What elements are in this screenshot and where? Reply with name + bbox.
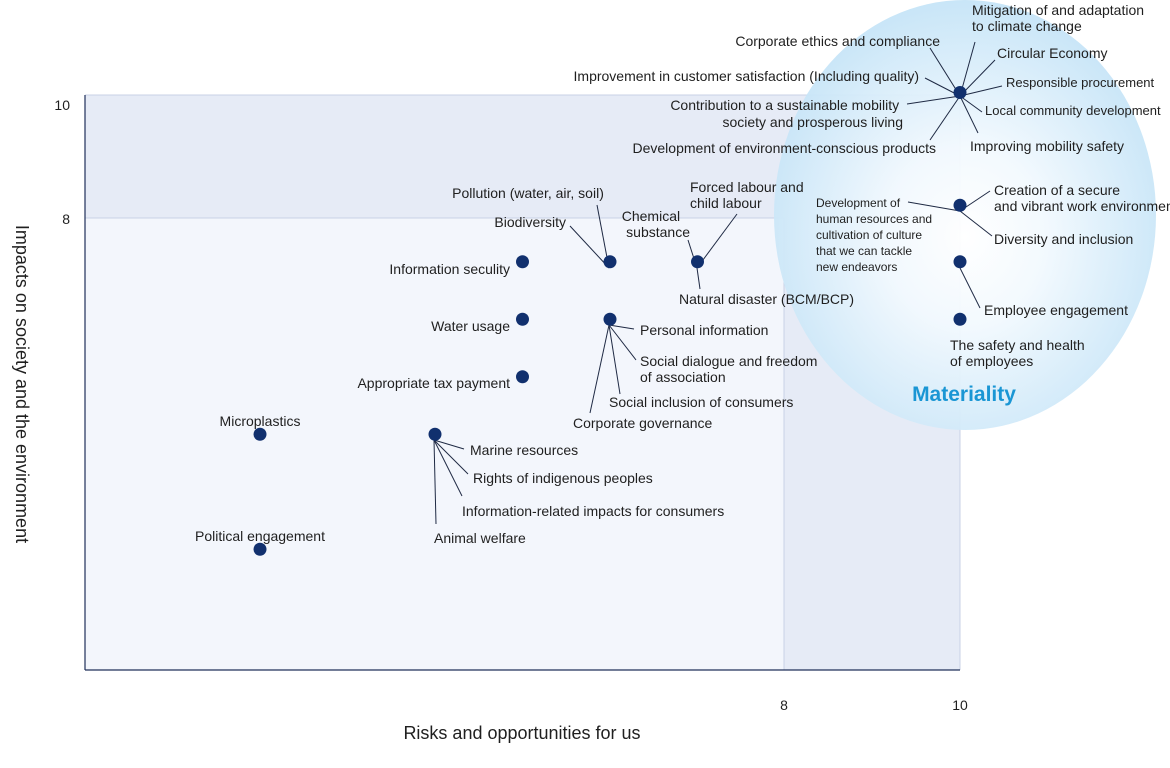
label-forced-labour: Forced labour and child labour <box>690 179 808 211</box>
x-tick-10: 10 <box>952 697 968 713</box>
label-sustainable-mobility: Contribution to a sustainable mobility s… <box>670 97 903 130</box>
y-tick-10: 10 <box>54 97 70 113</box>
data-point-tax <box>516 370 529 384</box>
label-human-resources-line2: human resources and <box>816 212 932 226</box>
leader-lines <box>433 41 1003 525</box>
label-info-security: Information seculity <box>389 261 510 277</box>
label-water-usage: Water usage <box>431 318 510 334</box>
label-pollution: Pollution (water, air, soil) <box>452 185 604 201</box>
label-safety-health-line2: of employees <box>950 353 1033 369</box>
data-point-infosec <box>516 255 529 269</box>
data-point-safety <box>953 312 967 326</box>
label-chemical-line1: Chemical <box>622 208 680 224</box>
data-point-pollution <box>603 255 617 269</box>
label-responsible-procurement: Responsible procurement <box>1006 75 1155 90</box>
label-human-resources: Development of human resources and culti… <box>816 195 936 274</box>
label-secure-work-env-line2: and vibrant work environment <box>994 198 1170 214</box>
label-forced-labour-line1: Forced labour and <box>690 179 804 195</box>
data-point-work <box>953 198 967 212</box>
label-chemical: Chemical substance <box>622 208 690 240</box>
label-social-dialogue-line2: of association <box>640 369 726 385</box>
label-sustainable-mobility-line1: Contribution to a sustainable mobility <box>670 97 899 113</box>
label-marine: Marine resources <box>470 442 578 458</box>
materiality-label: Materiality <box>912 383 1016 406</box>
label-climate-change: Mitigation of and adaptation to climate … <box>972 2 1148 34</box>
label-sustainable-mobility-line2: society and prosperous living <box>722 114 903 130</box>
label-env-products: Development of environment-conscious pro… <box>633 140 937 156</box>
label-mobility-safety: Improving mobility safety <box>970 138 1124 154</box>
label-microplastics: Microplastics <box>220 413 301 429</box>
data-point-marine <box>428 427 442 441</box>
label-safety-health-line1: The safety and health <box>950 337 1085 353</box>
label-diversity: Diversity and inclusion <box>994 231 1133 247</box>
label-human-resources-line4: that we can tackle <box>816 244 912 258</box>
label-animal-welfare: Animal welfare <box>434 530 526 546</box>
data-point-chem <box>691 255 704 269</box>
label-circular-economy: Circular Economy <box>997 45 1107 61</box>
x-tick-8: 8 <box>780 697 788 713</box>
label-indigenous: Rights of indigenous peoples <box>473 470 653 486</box>
label-human-resources-line5: new endeavors <box>816 260 897 274</box>
label-social-dialogue: Social dialogue and freedom of associati… <box>640 353 821 385</box>
label-tax: Appropriate tax payment <box>357 375 510 391</box>
label-personal-info: Personal information <box>640 322 768 338</box>
label-secure-work-env: Creation of a secure and vibrant work en… <box>994 182 1170 214</box>
label-employee-engagement: Employee engagement <box>984 302 1128 318</box>
label-forced-labour-line2: child labour <box>690 195 762 211</box>
label-biodiversity: Biodiversity <box>494 214 566 230</box>
data-point-micro <box>253 427 267 441</box>
data-point-water <box>516 312 529 326</box>
label-safety-health: The safety and health of employees <box>950 337 1089 369</box>
label-political: Political engagement <box>195 528 325 544</box>
label-customer-satisfaction: Improvement in customer satisfaction (In… <box>574 68 919 84</box>
label-natural-disaster: Natural disaster (BCM/BCP) <box>679 291 854 307</box>
data-point-personal <box>603 312 617 326</box>
label-corporate-governance: Corporate governance <box>573 415 713 431</box>
label-corporate-ethics: Corporate ethics and compliance <box>735 33 940 49</box>
label-climate-change-line1: Mitigation of and adaptation <box>972 2 1144 18</box>
label-local-community: Local community development <box>985 103 1161 118</box>
label-human-resources-line3: cultivation of culture <box>816 228 922 242</box>
data-point-top <box>953 86 967 99</box>
data-point-political <box>253 542 267 556</box>
label-social-inclusion: Social inclusion of consumers <box>609 394 793 410</box>
data-point-engage <box>953 255 967 269</box>
label-social-dialogue-line1: Social dialogue and freedom <box>640 353 817 369</box>
x-axis-title: Risks and opportunities for us <box>403 723 640 743</box>
label-human-resources-line1: Development of <box>816 196 901 210</box>
label-info-impacts: Information-related impacts for consumer… <box>462 503 724 519</box>
label-climate-change-line2: to climate change <box>972 18 1082 34</box>
label-secure-work-env-line1: Creation of a secure <box>994 182 1120 198</box>
points-layer <box>253 86 967 556</box>
point-labels: Mitigation of and adaptation to climate … <box>195 2 1170 546</box>
y-axis-title: Impacts on society and the environment <box>12 225 32 543</box>
y-tick-8: 8 <box>62 211 70 227</box>
label-chemical-line2: substance <box>626 224 690 240</box>
